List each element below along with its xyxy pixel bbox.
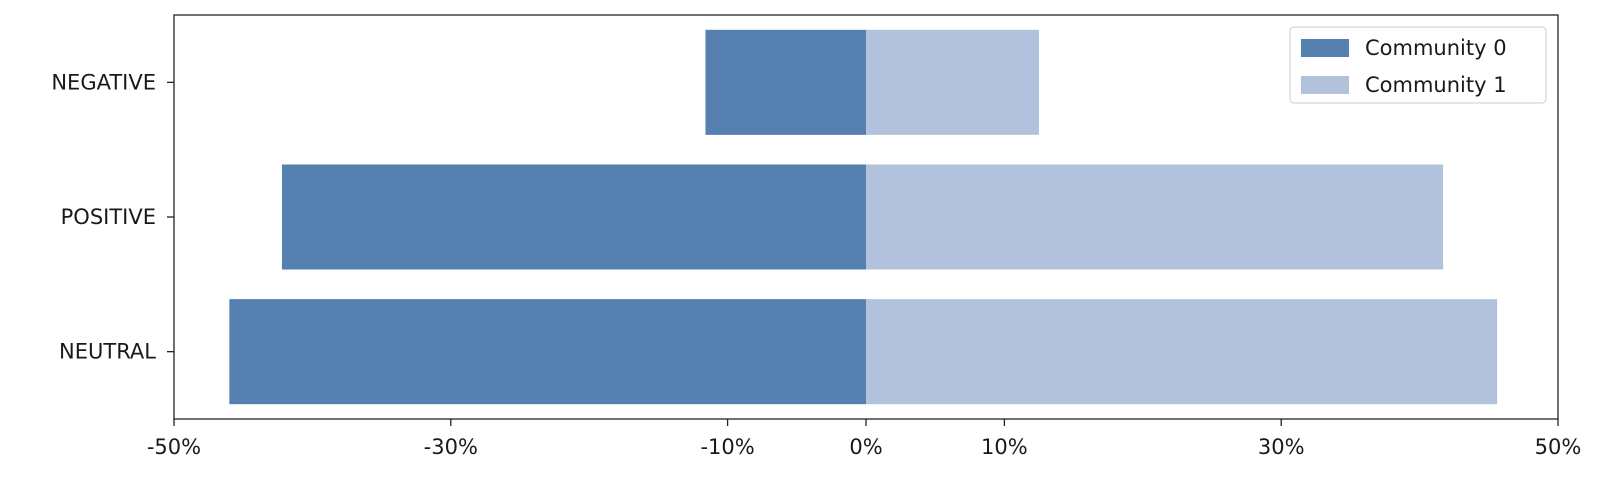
y-tick-label: POSITIVE — [61, 205, 156, 229]
legend-label-series-0: Community 0 — [1365, 36, 1507, 60]
bar-negative-series-1 — [866, 29, 1039, 135]
x-tick-label: 0% — [849, 435, 882, 459]
x-tick-label: 50% — [1535, 435, 1582, 459]
legend-box — [1289, 26, 1547, 104]
bar-positive-series-0 — [281, 164, 866, 270]
y-tick-label: NEGATIVE — [51, 70, 156, 94]
x-tick-label: -50% — [147, 435, 201, 459]
x-tick-label: 10% — [981, 435, 1028, 459]
legend: Community 0 Community 1 — [1289, 26, 1547, 104]
x-axis: -50% -30% -10% 0% 10% 30% 50% — [147, 419, 1581, 459]
legend-swatch-series-0 — [1301, 39, 1349, 57]
bars-layer — [229, 29, 1498, 405]
bar-positive-series-1 — [866, 164, 1444, 270]
x-tick-label: 30% — [1258, 435, 1305, 459]
y-axis: NEGATIVE POSITIVE NEUTRAL — [51, 70, 174, 364]
bar-neutral-series-1 — [866, 299, 1498, 405]
y-tick-label: NEUTRAL — [59, 340, 156, 364]
legend-swatch-series-1 — [1301, 76, 1349, 94]
x-tick-label: -10% — [700, 435, 754, 459]
bar-neutral-series-0 — [229, 299, 867, 405]
legend-label-series-1: Community 1 — [1365, 73, 1507, 97]
bar-negative-series-0 — [705, 29, 866, 135]
x-tick-label: -30% — [424, 435, 478, 459]
